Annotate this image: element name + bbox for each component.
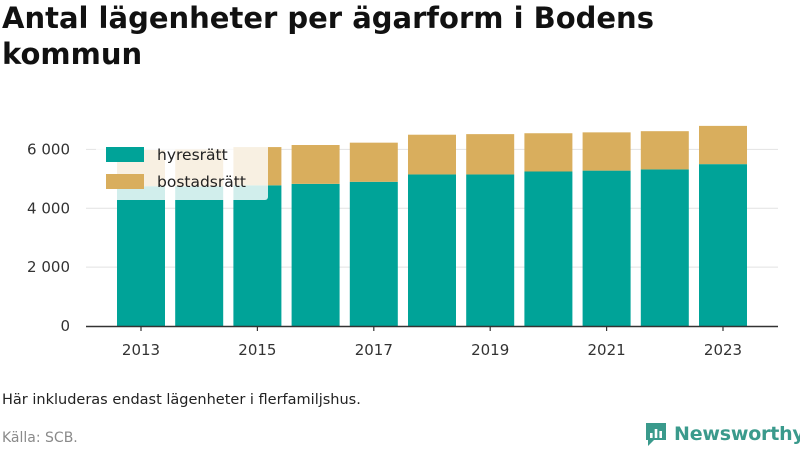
- source-text: Källa: SCB.: [2, 430, 78, 446]
- bar-hyresratt: [349, 181, 398, 326]
- bar-bostadsratt: [582, 132, 631, 171]
- x-tick-label: 2021: [588, 341, 626, 359]
- legend-label: hyresrätt: [157, 146, 228, 164]
- bar-bostadsratt: [640, 131, 689, 170]
- bar-hyresratt: [466, 174, 515, 326]
- footnote: Här inkluderas endast lägenheter i flerf…: [2, 392, 361, 408]
- x-tick-label: 2017: [355, 341, 393, 359]
- bar-hyresratt: [582, 170, 631, 326]
- bar-hyresratt: [524, 171, 573, 326]
- y-tick-label: 2 000: [27, 258, 70, 276]
- y-axis-tick-labels: 0 2 000 4 000 6 000: [27, 140, 70, 335]
- x-tick-label: 2023: [704, 341, 742, 359]
- bar-bostadsratt: [466, 134, 515, 175]
- legend-label: bostadsrätt: [157, 173, 246, 191]
- stacked-bar-chart: 0 2 000 4 000 6 000 2013 2015 2017 2019 2021 202…: [27, 125, 778, 359]
- bar-bostadsratt: [524, 133, 573, 172]
- bar-hyresratt: [117, 186, 165, 326]
- brand-name: Newsworthy: [674, 423, 800, 445]
- y-tick-label: 4 000: [27, 199, 70, 217]
- bar-hyresratt: [233, 185, 282, 326]
- brand-logo[interactable]: Newsworthy: [644, 420, 800, 448]
- y-tick-label: 0: [60, 317, 70, 335]
- bar-bostadsratt: [291, 145, 340, 184]
- x-tick-label: 2019: [471, 341, 509, 359]
- x-axis-tick-labels: 2013 2015 2017 2019 2021 2023: [122, 326, 742, 359]
- x-tick-label: 2015: [238, 341, 276, 359]
- bar-hyresratt: [175, 186, 224, 326]
- bar-hyresratt: [699, 164, 747, 326]
- newsworthy-logo-icon: [646, 423, 666, 446]
- bar-bostadsratt: [349, 142, 398, 182]
- x-tick-label: 2013: [122, 341, 160, 359]
- legend-swatch: [106, 147, 144, 162]
- bar-hyresratt: [640, 169, 689, 326]
- bar-bostadsratt: [699, 125, 747, 165]
- legend: hyresrätt bostadsrätt: [96, 140, 268, 200]
- bar-hyresratt: [291, 183, 340, 326]
- y-tick-label: 6 000: [27, 140, 70, 158]
- bar-hyresratt: [408, 174, 456, 326]
- chart-title: Antal lägenheter per ägarform i Bodens k…: [2, 1, 654, 71]
- bar-bostadsratt: [408, 134, 456, 175]
- legend-swatch: [106, 174, 144, 189]
